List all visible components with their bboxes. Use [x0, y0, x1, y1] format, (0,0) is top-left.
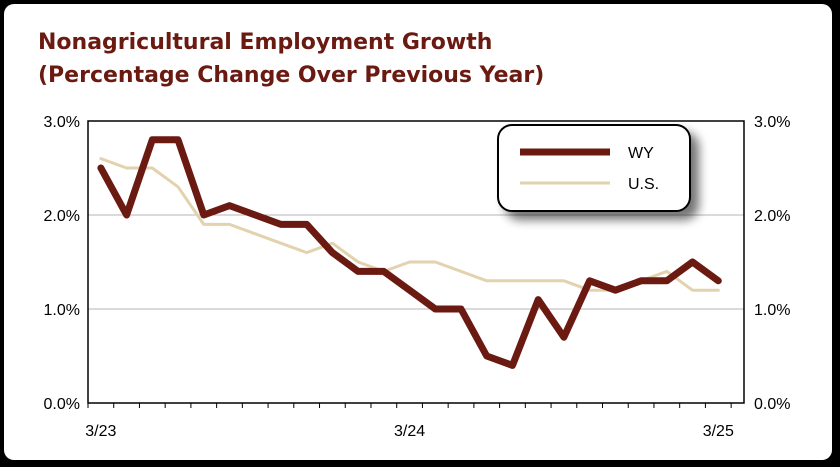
- chart-title: Nonagricultural Employment Growth (Perce…: [38, 26, 544, 92]
- line-chart: 0.0% 0.0% 1.0% 1.0% 2.0% 2.0% 3.0% 3.0% 3/23 3/24…: [44, 114, 791, 440]
- y-tick-label-right: 0.0%: [754, 396, 790, 413]
- legend-label: WY: [628, 145, 654, 162]
- y-tick-label-right: 2.0%: [754, 208, 790, 225]
- x-tick-label: 3/23: [85, 423, 116, 440]
- legend: WY U.S.: [497, 124, 691, 212]
- y-tick-label-left: 1.0%: [44, 302, 80, 319]
- chart-frame: Nonagricultural Employment Growth (Perce…: [4, 4, 832, 460]
- legend-box: [497, 124, 691, 212]
- chart-title-line1: Nonagricultural Employment Growth: [38, 30, 493, 55]
- y-tick-label-left: 0.0%: [44, 396, 80, 413]
- axis-ticks: 0.0% 0.0% 1.0% 1.0% 2.0% 2.0% 3.0% 3.0% 3/23 3/24…: [44, 114, 791, 440]
- plot-area: [87, 120, 745, 404]
- y-tick-label-left: 3.0%: [44, 114, 80, 131]
- legend-label: U.S.: [628, 176, 659, 193]
- y-tick-label-left: 2.0%: [44, 208, 80, 225]
- series-lines: [97, 136, 722, 369]
- x-tick-label: 3/25: [703, 423, 734, 440]
- series-line-wy: [97, 136, 722, 369]
- y-tick-label-right: 1.0%: [754, 302, 790, 319]
- x-tick-label: 3/24: [394, 423, 425, 440]
- chart-subtitle: (Percentage Change Over Previous Year): [38, 63, 545, 88]
- y-tick-label-right: 3.0%: [754, 114, 790, 131]
